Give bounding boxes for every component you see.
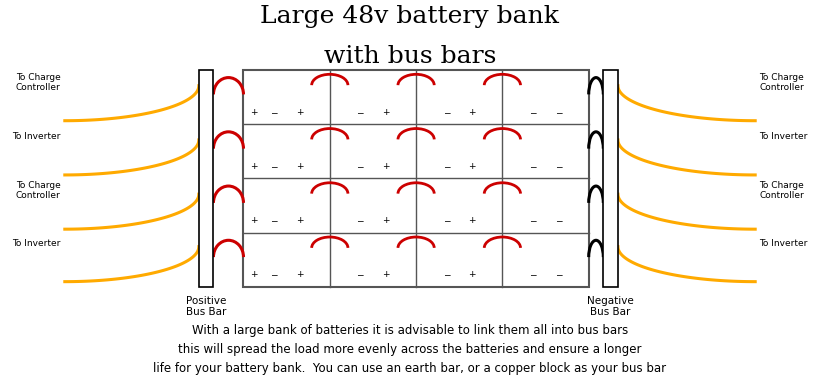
Text: +: + [250, 162, 257, 171]
Text: +: + [468, 108, 475, 117]
Text: To Inverter: To Inverter [758, 132, 807, 141]
Text: +: + [296, 271, 303, 279]
Bar [198, 70, 213, 287]
Text: +: + [250, 216, 257, 225]
Text: +: + [468, 162, 475, 171]
Text: +: + [250, 108, 257, 117]
Bar [243, 70, 588, 287]
Text: +: + [382, 271, 389, 279]
Text: Negative
Bus Bar: Negative Bus Bar [586, 296, 633, 317]
Text: −: − [442, 162, 450, 171]
Text: To Inverter: To Inverter [12, 239, 61, 247]
Text: Positive
Bus Bar: Positive Bus Bar [186, 296, 226, 317]
Text: −: − [269, 162, 277, 171]
Text: −: − [442, 271, 450, 279]
Text: −: − [554, 108, 562, 117]
Text: +: + [296, 108, 303, 117]
Text: With a large bank of batteries it is advisable to link them all into bus bars
th: With a large bank of batteries it is adv… [153, 324, 666, 375]
Text: −: − [528, 216, 536, 225]
Text: To Charge
Controller: To Charge Controller [758, 72, 803, 92]
Text: +: + [250, 271, 257, 279]
Text: −: − [355, 162, 364, 171]
Text: −: − [269, 108, 277, 117]
Text: +: + [382, 162, 389, 171]
Text: −: − [528, 108, 536, 117]
Text: Large 48v battery bank: Large 48v battery bank [260, 5, 559, 28]
Text: −: − [355, 108, 364, 117]
Text: −: − [528, 271, 536, 279]
Text: To Charge
Controller: To Charge Controller [16, 181, 61, 200]
Text: −: − [355, 271, 364, 279]
Text: −: − [554, 162, 562, 171]
Text: −: − [554, 216, 562, 225]
Text: To Charge
Controller: To Charge Controller [16, 72, 61, 92]
Text: +: + [468, 271, 475, 279]
Text: To Inverter: To Inverter [12, 132, 61, 141]
Text: To Inverter: To Inverter [758, 239, 807, 247]
Text: +: + [296, 162, 303, 171]
Bar [603, 70, 618, 287]
Text: −: − [355, 216, 364, 225]
Text: +: + [296, 216, 303, 225]
Text: −: − [442, 108, 450, 117]
Text: To Charge
Controller: To Charge Controller [758, 181, 803, 200]
Text: with bus bars: with bus bars [324, 45, 495, 69]
Text: −: − [442, 216, 450, 225]
Text: +: + [382, 108, 389, 117]
Text: −: − [528, 162, 536, 171]
Text: +: + [382, 216, 389, 225]
Text: −: − [554, 271, 562, 279]
Text: −: − [269, 271, 277, 279]
Text: +: + [468, 216, 475, 225]
Text: −: − [269, 216, 277, 225]
